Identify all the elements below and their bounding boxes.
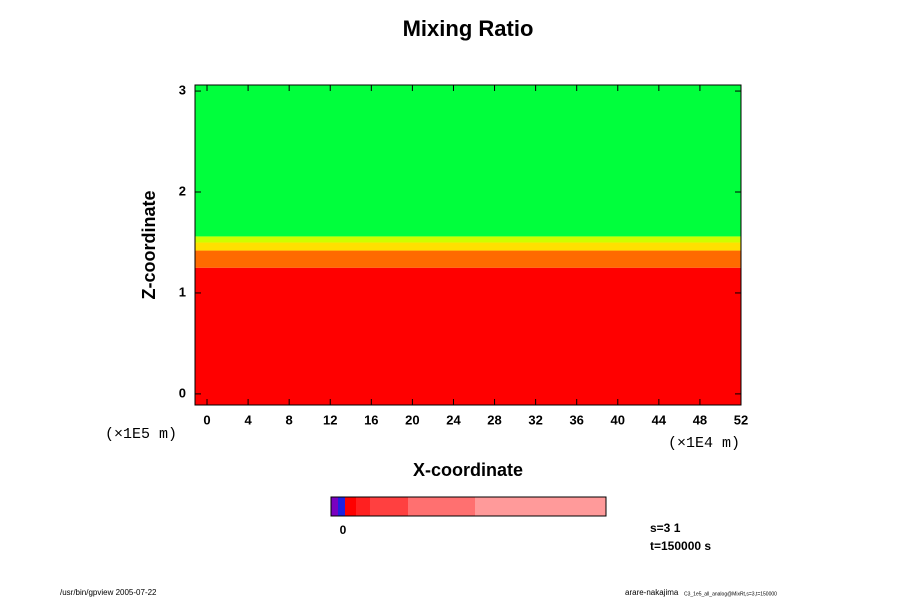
x-tick-label: 0 (203, 412, 210, 427)
y-tick-label: 0 (179, 385, 186, 400)
colorbar-frame (330, 496, 607, 517)
plot-frame (194, 84, 742, 406)
x-tick-label: 28 (487, 412, 501, 427)
colorbar-tick-label: 0 (340, 523, 347, 537)
contour-region (195, 250, 741, 268)
colorbar-segment (370, 497, 408, 516)
x-tick-label: 12 (323, 412, 337, 427)
annotation: s=3 1 (650, 521, 681, 535)
colorbar-segment (331, 497, 338, 516)
footer-left: /usr/bin/gpview 2005-07-22 (60, 588, 157, 597)
footer-right-small: C3_1e5_all_analog@MixRt,s=3,t=150000 (684, 591, 777, 597)
x-tick-label: 4 (244, 412, 252, 427)
x-tick-label: 16 (364, 412, 378, 427)
contour-region (195, 242, 741, 251)
y-tick-label: 3 (179, 82, 186, 97)
x-tick-label: 24 (446, 412, 461, 427)
annotation: t=150000 s (650, 539, 711, 553)
y-unit: (×1E5 m) (105, 426, 177, 443)
footer-right: arare-nakajima (625, 588, 679, 597)
x-axis-label: X-coordinate (413, 460, 523, 480)
colorbar-segment (345, 497, 356, 516)
x-tick-label: 40 (611, 412, 625, 427)
x-tick-label: 8 (286, 412, 293, 427)
contour-region (195, 267, 741, 405)
chart-title: Mixing Ratio (403, 16, 534, 41)
colorbar-segment (475, 497, 606, 516)
x-tick-label: 36 (569, 412, 583, 427)
colorbar-segment (408, 497, 475, 516)
x-unit: (×1E4 m) (668, 435, 740, 452)
x-tick-label: 20 (405, 412, 419, 427)
y-tick-label: 1 (179, 284, 186, 299)
contour-region (195, 85, 741, 237)
colorbar-segment (356, 497, 370, 516)
colorbar-segment (338, 497, 345, 516)
x-tick-label: 44 (652, 412, 667, 427)
x-tick-label: 52 (734, 412, 748, 427)
y-tick-label: 2 (179, 183, 186, 198)
y-axis-label: Z-coordinate (139, 190, 159, 299)
contour-region (195, 236, 741, 243)
x-tick-label: 32 (528, 412, 542, 427)
x-tick-label: 48 (693, 412, 707, 427)
